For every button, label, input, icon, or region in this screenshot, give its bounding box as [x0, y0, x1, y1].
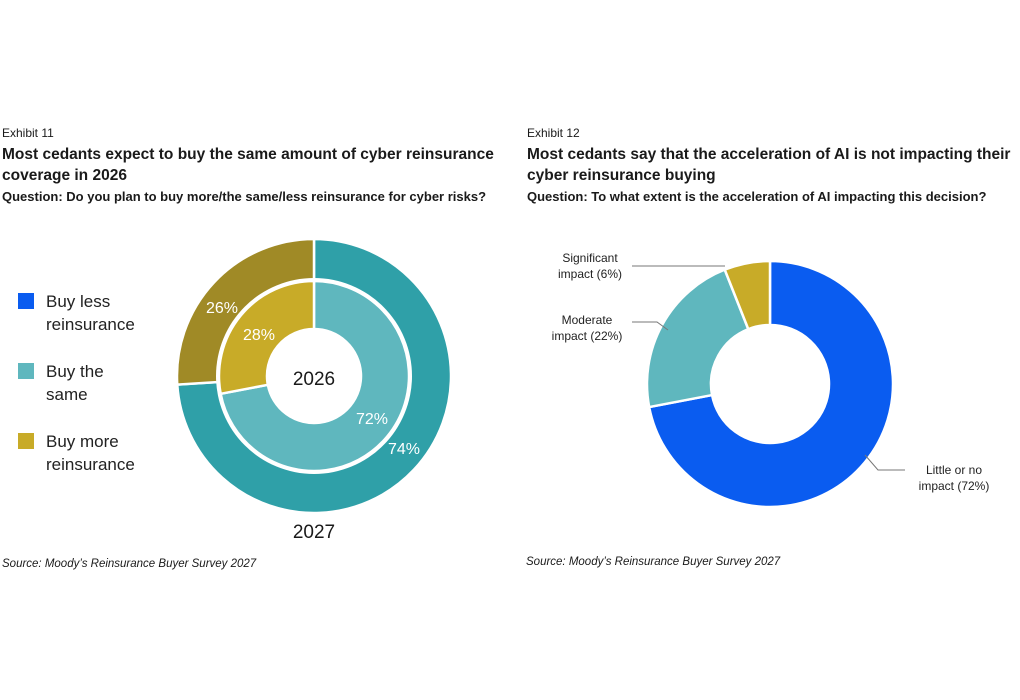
- callout-little-line2: impact (72%): [918, 479, 990, 493]
- exhibit-11-source: Source: Moody’s Reinsurance Buyer Survey…: [2, 558, 257, 570]
- ring-separator: [216, 278, 412, 474]
- legend-label-buy-same-line1: Buy the: [46, 362, 104, 381]
- inner-ring-2026: 72% 28%: [217, 279, 411, 473]
- exhibit-12-question: Question: To what extent is the accelera…: [527, 189, 987, 204]
- legend-label-buy-less-line1: Buy less: [46, 292, 111, 311]
- data-label-buy-same-2026: 72%: [356, 411, 388, 428]
- legend-label-buy-more-line1: Buy more: [46, 432, 119, 451]
- legend-item-buy-same: Buy the same: [18, 360, 168, 430]
- exhibit-12-header: Exhibit 12 Most cedants say that the acc…: [527, 126, 1017, 206]
- callout-significant-line2: impact (6%): [557, 267, 622, 281]
- data-label-buy-same-2027: 74%: [388, 441, 420, 458]
- callout-moderate: Moderate impact (22%): [532, 312, 642, 344]
- slice-buy-more-2027: [175, 237, 316, 386]
- legend-swatch-buy-same: [18, 363, 34, 379]
- callout-significant-line1: Significant: [562, 251, 618, 265]
- slice-buy-more-2026: [217, 279, 316, 396]
- exhibit-12-source: Source: Moody’s Reinsurance Buyer Survey…: [526, 556, 781, 568]
- exhibit-11-label: Exhibit 11: [2, 126, 54, 140]
- data-label-buy-more-2027: 26%: [206, 300, 238, 317]
- exhibit-11-header: Exhibit 11 Most cedants expect to buy th…: [2, 126, 502, 206]
- impact-slices: [645, 259, 895, 509]
- legend-label-buy-less-line2: reinsurance: [46, 315, 135, 334]
- slice-buy-same-2027: [175, 237, 453, 515]
- exhibit-12-title: Most cedants say that the acceleration o…: [527, 146, 1011, 184]
- exhibit-12-label: Exhibit 12: [527, 126, 580, 140]
- slice-buy-same-2026: [219, 279, 411, 473]
- exhibit-11-legend: Buy less reinsurance Buy the same Buy mo…: [18, 290, 168, 500]
- legend-item-buy-more: Buy more reinsurance: [18, 430, 168, 500]
- legend-label-buy-same-line2: same: [46, 385, 88, 404]
- slice-little-impact: [647, 259, 895, 509]
- exhibit-11-title: Most cedants expect to buy the same amou…: [2, 146, 494, 184]
- data-label-buy-more-2026: 28%: [243, 327, 275, 344]
- inner-ring-center-label: 2026: [293, 369, 335, 390]
- legend-swatch-buy-more: [18, 433, 34, 449]
- callout-moderate-line2: impact (22%): [551, 329, 623, 343]
- exhibit-11-question: Question: Do you plan to buy more/the sa…: [2, 189, 487, 204]
- legend-item-buy-less: Buy less reinsurance: [18, 290, 168, 360]
- callout-leaders: [632, 265, 905, 471]
- callout-moderate-line1: Moderate: [561, 313, 613, 327]
- callout-little-line1: Little or no: [925, 463, 983, 477]
- slice-moderate-impact: [645, 268, 750, 409]
- legend-label-buy-more-line2: reinsurance: [46, 455, 135, 474]
- slice-significant-impact: [723, 259, 772, 331]
- outer-ring-2027: 74% 26%: [175, 237, 453, 515]
- legend-swatch-buy-less: [18, 293, 34, 309]
- callout-little: Little or no impact (72%): [904, 462, 1004, 494]
- leader-little: [864, 454, 905, 471]
- outer-ring-year-label: 2027: [293, 522, 335, 543]
- callout-significant: Significant impact (6%): [540, 250, 640, 282]
